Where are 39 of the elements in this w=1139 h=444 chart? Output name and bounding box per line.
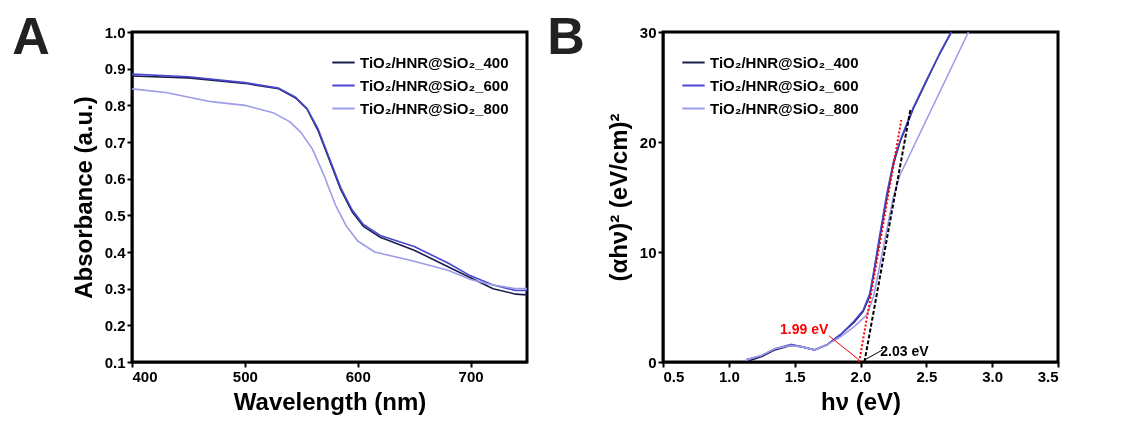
x-tick-label: 700 bbox=[458, 367, 484, 385]
y-tick-label: 0.5 bbox=[104, 206, 126, 224]
chart-title: B bbox=[547, 7, 585, 65]
y-tick-label: 0.6 bbox=[104, 170, 126, 188]
legend-label: TiO₂/HNR@SiO₂_800 bbox=[710, 99, 859, 117]
y-tick-label: 0.9 bbox=[104, 60, 126, 78]
x-tick-label: 3.0 bbox=[982, 367, 1004, 385]
chart-title: A bbox=[12, 7, 50, 65]
x-axis-title: Wavelength (nm) bbox=[233, 387, 427, 415]
y-tick-label: 20 bbox=[639, 133, 657, 151]
legend-label: TiO₂/HNR@SiO₂_400 bbox=[360, 53, 509, 71]
y-tick-label: 0 bbox=[648, 353, 657, 371]
y-tick-label: 10 bbox=[639, 243, 657, 261]
legend-label: TiO₂/HNR@SiO₂_800 bbox=[360, 99, 509, 117]
y-axis-title: (αhν)² (eV/cm)² bbox=[604, 113, 632, 282]
x-tick-label: 0.5 bbox=[663, 367, 685, 385]
x-tick-label: 2.0 bbox=[850, 367, 872, 385]
y-tick-label: 0.7 bbox=[104, 133, 126, 151]
legend-label: TiO₂/HNR@SiO₂_600 bbox=[710, 76, 859, 94]
y-axis-title: Absorbance (a.u.) bbox=[69, 96, 97, 299]
y-tick-label: 0.1 bbox=[104, 353, 126, 371]
y-tick-label: 30 bbox=[639, 23, 657, 41]
annotation: 2.03 eV bbox=[880, 343, 930, 359]
x-tick-label: 600 bbox=[345, 367, 371, 385]
legend-label: TiO₂/HNR@SiO₂_400 bbox=[710, 53, 859, 71]
y-tick-label: 0.3 bbox=[104, 280, 126, 298]
y-tick-label: 0.4 bbox=[104, 243, 127, 261]
y-tick-label: 1.0 bbox=[104, 23, 126, 41]
x-tick-label: 1.0 bbox=[718, 367, 740, 385]
x-axis-title: hν (eV) bbox=[820, 387, 902, 415]
legend-label: TiO₂/HNR@SiO₂_600 bbox=[360, 76, 509, 94]
x-tick-label: 400 bbox=[132, 367, 158, 385]
y-tick-label: 0.8 bbox=[104, 96, 126, 114]
x-tick-label: 500 bbox=[232, 367, 258, 385]
y-tick-label: 0.2 bbox=[104, 316, 126, 334]
x-tick-label: 3.5 bbox=[1037, 367, 1059, 385]
x-tick-label: 1.5 bbox=[784, 367, 806, 385]
annotation: 1.99 eV bbox=[780, 321, 829, 337]
x-tick-label: 2.5 bbox=[916, 367, 938, 385]
